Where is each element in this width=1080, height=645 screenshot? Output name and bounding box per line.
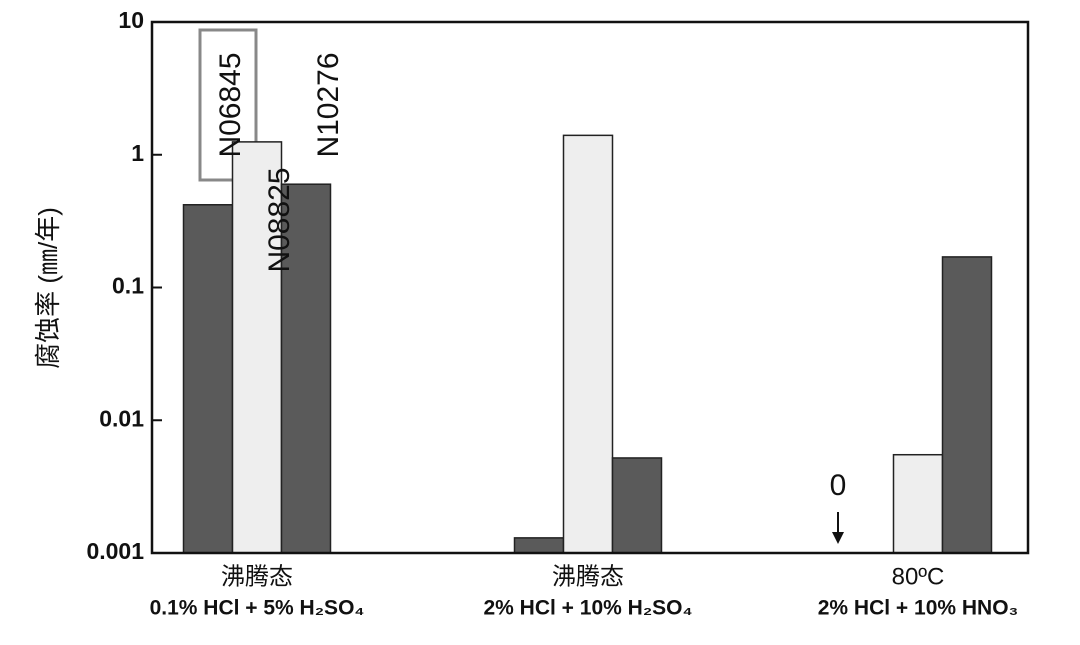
x-tick-label: 80ºC bbox=[892, 563, 945, 590]
series-label: N08825 bbox=[263, 167, 296, 272]
series-label: N10276 bbox=[312, 52, 345, 157]
y-tick-label: 0.001 bbox=[86, 538, 144, 564]
bar bbox=[892, 453, 944, 554]
bar bbox=[562, 134, 614, 554]
bar bbox=[513, 537, 565, 554]
y-tick-label: 10 bbox=[118, 7, 144, 33]
y-tick-label: 0.01 bbox=[99, 405, 144, 431]
y-axis-label: 腐蚀率 (㎜/年) bbox=[33, 207, 63, 369]
zero-label: 0 bbox=[830, 469, 847, 502]
series-label: N06845 bbox=[214, 52, 247, 157]
bar bbox=[231, 141, 283, 554]
plot-frame bbox=[150, 20, 1030, 555]
y-tick-label: 0.1 bbox=[112, 273, 144, 299]
x-tick-sublabel: 0.1% HCl + 5% H₂SO₄ bbox=[150, 597, 365, 620]
zero-arrow bbox=[832, 512, 844, 544]
y-tick-label: 1 bbox=[131, 140, 144, 166]
bar bbox=[182, 204, 234, 554]
x-tick-label: 沸腾态 bbox=[221, 563, 293, 590]
x-tick-sublabel: 2% HCl + 10% H₂SO₄ bbox=[484, 597, 693, 620]
x-tick-label: 沸腾态 bbox=[552, 563, 624, 590]
x-tick-sublabel: 2% HCl + 10% HNO₃ bbox=[818, 597, 1019, 620]
label-box bbox=[198, 28, 258, 182]
bar bbox=[941, 256, 993, 554]
bar bbox=[611, 457, 663, 554]
bar bbox=[280, 183, 332, 554]
